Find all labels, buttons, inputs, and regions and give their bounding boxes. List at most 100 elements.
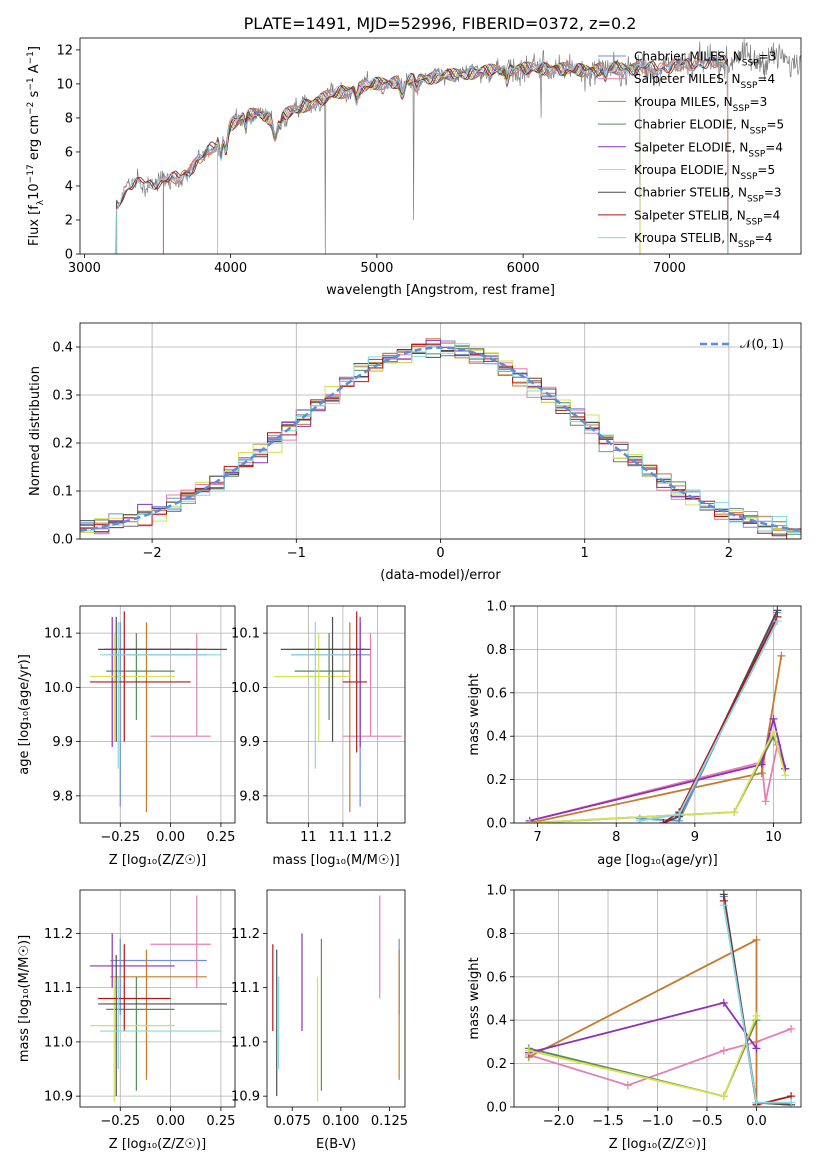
weight-marker-salpeter-miles [761,797,770,806]
weight-marker-salpeter-elodie [752,1044,761,1053]
weight-marker-kroupa-stelib [752,1098,761,1107]
x-tick-label: 0.25 [206,830,235,845]
y-tick-label: 12 [56,43,73,58]
weight-marker-kroupa-elodie [730,808,739,817]
weight-marker-salpeter-miles [787,1024,796,1033]
weight-marker-kroupa-elodie [719,1092,728,1101]
plot-area [273,611,402,813]
x-axis-label: (data-model)/error [380,568,501,583]
axes-frame [266,889,406,1108]
x-tick-label: 7 [533,830,541,845]
x-tick-label: 6000 [507,261,540,276]
panel-age_vs_Z: −0.25 0.00 0.25 9.8 9.9 10.0 10.1 Z [log₁₀(Z/Z☉… [17,605,236,868]
model-spectrum-salpeter-elodie [217,61,641,254]
weight-marker-salpeter-stelib [659,819,668,823]
x-tick-label: −1.5 [592,1114,624,1129]
y-tick-label: 10.9 [231,1090,260,1105]
weight-marker-salpeter-elodie [757,760,766,769]
legend-label-kroupa-elodie: Kroupa ELODIE, NSSP=5 [634,163,775,182]
weight-marker-salpeter-miles [623,1081,632,1090]
axes-frame [266,605,406,824]
x-tick-label: 0.25 [206,1114,235,1129]
y-axis-label: mass weight [467,957,482,1039]
weight-marker-kroupa-elodie [781,771,790,780]
x-axis-label: Z [log₁₀(Z/Z☉)] [609,1137,706,1152]
weight-line-kroupa-elodie [529,729,787,823]
y-tick-label: 0.6 [486,970,507,985]
model-spectrum-kroupa-elodie [217,61,641,254]
x-tick-label: 10 [765,830,782,845]
y-tick-label: 9.8 [239,789,260,804]
weight-marker-kroupa-stelib [773,617,782,626]
x-axis-label: wavelength [Angstrom, rest frame] [326,283,555,298]
weight-marker-kroupa-miles [777,651,786,660]
y-tick-label: 10.9 [44,1090,73,1105]
legend-label-salpeter-elodie: Salpeter ELODIE, NSSP=4 [634,140,783,159]
weight-line-salpeter-elodie [529,718,787,822]
x-tick-label: 4000 [214,261,247,276]
weight-marker-kroupa-stelib [675,810,684,819]
panel-mass_vs_ebv: 0.075 0.100 0.125 10.9 11.0 11.1 11.2 E(B-V) [231,889,408,1152]
legend-label-kroupa-stelib: Kroupa STELIB, NSSP=4 [634,231,772,250]
x-axis-label: E(B-V) [316,1137,356,1152]
weight-marker-kroupa-miles [752,935,761,944]
x-tick-label: 0.125 [371,1114,408,1129]
x-tick-label: 0.100 [322,1114,359,1129]
x-tick-label: 0.0 [746,1114,767,1129]
plot-area [90,895,227,1102]
model-spectrum-chabrier-elodie [217,61,641,254]
y-tick-label: 10.1 [44,627,73,642]
y-tick-label: 9.9 [239,735,260,750]
x-tick-label: −2 [143,546,162,561]
plot-area [272,895,400,1102]
y-tick-label: 8 [65,111,73,126]
axes-frame [79,605,236,824]
weight-line-kroupa-stelib [639,620,779,822]
y-tick-label: 11.1 [44,981,73,996]
y-tick-label: 4 [65,179,73,194]
y-tick-label: 0.2 [52,437,73,452]
weight-marker-salpeter-miles [719,1046,728,1055]
weight-marker-kroupa-elodie [769,727,778,736]
x-tick-label: 0 [436,546,444,561]
y-tick-label: 2 [65,213,73,228]
x-tick-label: 8 [612,830,620,845]
x-tick-label: −1 [287,546,306,561]
y-tick-label: 0.3 [52,389,73,404]
x-tick-label: 2 [725,546,733,561]
legend: Chabrier MILES, NSSP=3 Salpeter MILES, NS… [598,50,784,250]
legend-label-salpeter-miles: Salpeter MILES, NSSP=4 [634,72,775,91]
legend-label-kroupa-miles: Kroupa MILES, NSSP=3 [634,95,767,114]
histogram-kroupa-stelib [80,343,801,533]
panel-spectrum: 3000 4000 5000 6000 7000 0 2 4 6 8 10 12 Flux [fλ10−… [26,37,802,298]
panel-age_vs_mass: 11 11.1 11.2 9.8 9.9 10.0 10.1 mass [log₁₀(M/M☉… [231,605,406,868]
histogram-chabrier-stelib [80,345,801,539]
plot-area [80,338,801,539]
y-axis-label: Flux [fλ10−17 erg cm−2 s−1 A−1] [26,46,46,246]
y-tick-label: 9.8 [52,789,73,804]
weight-line-salpeter-elodie [528,1001,758,1054]
weight-marker-kroupa-miles [757,769,766,778]
y-axis-label: age [log₁₀(age/yr)] [17,654,32,775]
weight-marker-kroupa-stelib [719,901,728,910]
y-tick-label: 9.9 [52,735,73,750]
x-tick-label: −0.25 [100,830,140,845]
weight-marker-kroupa-stelib [787,1098,796,1107]
model-spectrum-kroupa-miles [162,57,729,254]
plot-area [525,606,790,823]
x-axis-label: mass [log₁₀(M/M☉)] [272,853,399,868]
y-tick-label: 0.2 [486,773,507,788]
y-tick-label: 0.6 [486,686,507,701]
panel-weight_vs_age: 7 8 9 10 0.0 0.2 0.4 0.6 0.8 1.0 age [log₁₀(age/yr… [467,600,802,868]
y-tick-label: 0.4 [486,730,507,745]
x-tick-label: 11.2 [363,830,392,845]
x-tick-label: 11.1 [328,830,357,845]
figure-title: PLATE=1491, MJD=52996, FIBERID=0372, z=0… [244,14,637,33]
y-tick-label: 10.0 [44,681,73,696]
x-tick-label: 0.00 [156,1114,185,1129]
x-tick-label: 0.075 [274,1114,311,1129]
plot-area [524,890,796,1107]
axes-frame [513,605,802,824]
x-tick-label: −1.0 [642,1114,674,1129]
